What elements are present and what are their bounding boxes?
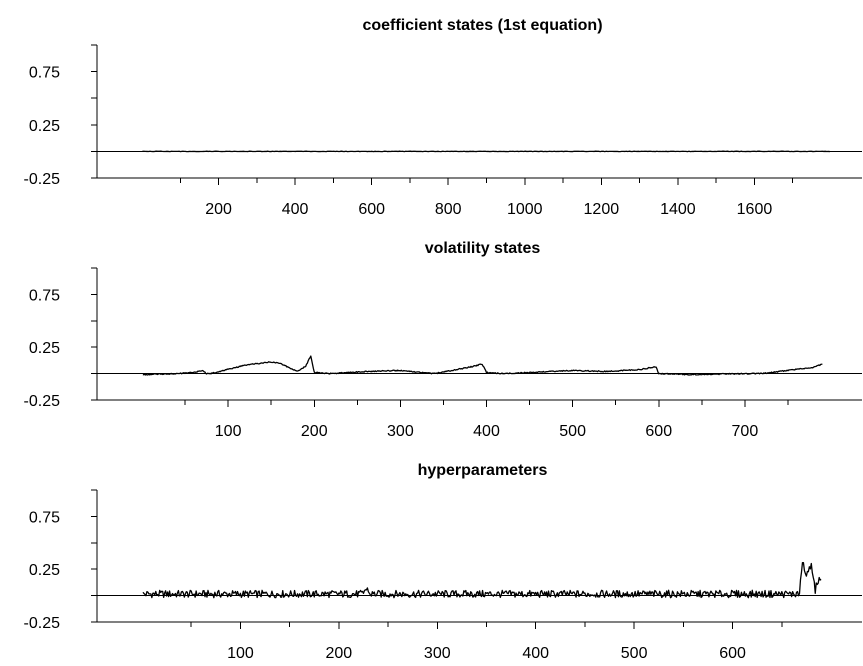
x-tick-label: 600 xyxy=(719,645,746,662)
x-tick-label: 400 xyxy=(522,645,549,662)
x-tick-label: 600 xyxy=(358,201,385,218)
series-line-1 xyxy=(142,561,822,599)
x-tick-label: 500 xyxy=(621,645,648,662)
x-tick-label: 1600 xyxy=(737,201,773,218)
y-tick-label: 0.25 xyxy=(29,118,60,135)
y-tick-label: -0.25 xyxy=(24,171,61,188)
y-tick-label: 0.25 xyxy=(29,340,60,357)
x-tick-label: 500 xyxy=(559,423,586,440)
x-tick-label: 100 xyxy=(227,645,254,662)
x-tick-label: 200 xyxy=(326,645,353,662)
y-tick-label: -0.25 xyxy=(24,393,61,410)
x-tick-label: 1400 xyxy=(660,201,696,218)
x-tick-label: 1000 xyxy=(507,201,543,218)
panel-title: volatility states xyxy=(425,240,541,257)
x-tick-label: 200 xyxy=(301,423,328,440)
x-tick-label: 300 xyxy=(387,423,414,440)
panel-title: coefficient states (1st equation) xyxy=(362,17,602,34)
chart-panel-3: hyperparameters 0.75 0.25 -0.25 100 200 300 400… xyxy=(24,462,862,662)
x-tick-label: 200 xyxy=(205,201,232,218)
y-tick-label: 0.25 xyxy=(29,562,60,579)
series-line-1 xyxy=(142,355,823,376)
x-tick-label: 600 xyxy=(645,423,672,440)
chart-panel-2: volatility states 0.75 0.25 -0.25 100 200 300 4… xyxy=(24,240,862,440)
x-tick-label: 100 xyxy=(215,423,242,440)
x-tick-label: 400 xyxy=(473,423,500,440)
y-tick-label: 0.75 xyxy=(29,509,60,526)
x-tick-label: 300 xyxy=(424,645,451,662)
chart-panel-1: coefficient states (1st equation) 0.75 0.2… xyxy=(24,17,862,218)
x-tick-label: 800 xyxy=(435,201,462,218)
x-tick-label: 1200 xyxy=(584,201,620,218)
x-tick-label: 400 xyxy=(282,201,309,218)
x-tick-label: 700 xyxy=(732,423,759,440)
panel-title: hyperparameters xyxy=(418,462,548,479)
y-tick-label: 0.75 xyxy=(29,287,60,304)
y-tick-label: 0.75 xyxy=(29,65,60,82)
y-tick-label: -0.25 xyxy=(24,615,61,632)
